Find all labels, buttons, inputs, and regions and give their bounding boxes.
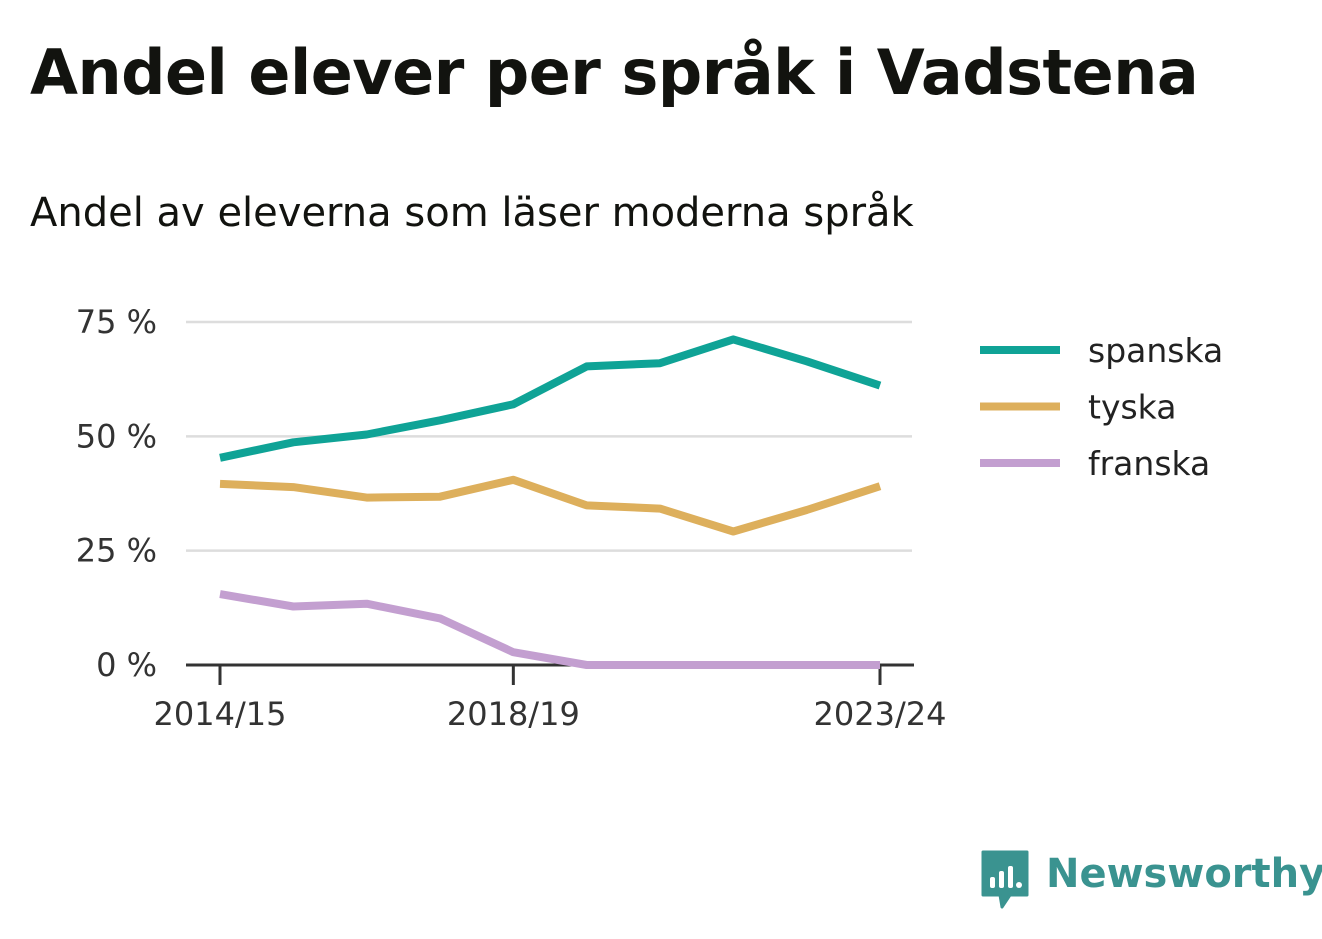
brand-name: Newsworthy <box>1046 851 1322 897</box>
gridlines <box>186 320 912 552</box>
x-tick-label: 2014/15 <box>154 695 287 733</box>
chart-subtitle: Andel av eleverna som läser moderna språ… <box>30 190 914 236</box>
series-line-franska <box>219 590 880 669</box>
bar-chart-speech-bubble-icon <box>981 850 1029 909</box>
legend-label-tyska: tyska <box>1088 388 1176 427</box>
chart-title: Andel elever per språk i Vadstena <box>30 36 1199 109</box>
y-tick-label: 50 % <box>76 417 157 455</box>
x-tick-label: 2023/24 <box>814 695 947 733</box>
series-line-tyska <box>219 475 882 536</box>
y-tick-label: 75 % <box>76 303 157 341</box>
series-line-spanska <box>219 335 882 462</box>
y-tick-label: 25 % <box>76 532 157 570</box>
legend-label-spanska: spanska <box>1088 331 1223 370</box>
series-lines <box>219 335 882 669</box>
x-tick-label: 2018/19 <box>447 695 580 733</box>
legend: spanska tyska franska <box>980 331 1223 483</box>
newsworthy-logo: Newsworthy <box>980 848 1322 912</box>
y-tick-label: 0 % <box>96 646 157 684</box>
legend-label-franska: franska <box>1088 444 1210 483</box>
